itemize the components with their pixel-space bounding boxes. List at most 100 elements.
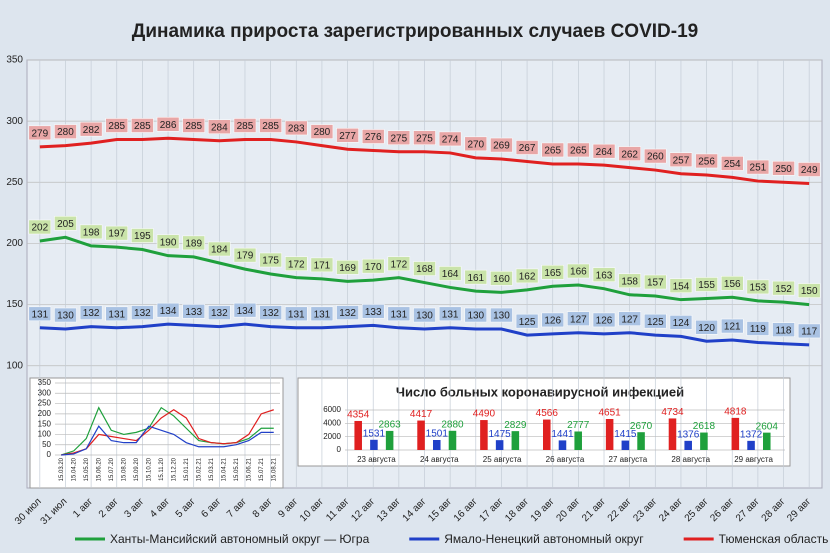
value-label-box — [490, 307, 513, 323]
value-label: 156 — [724, 279, 741, 290]
chart-title: Динамика прироста зарегистрированных слу… — [132, 21, 698, 42]
value-label-box — [79, 224, 103, 240]
value-label-box — [156, 302, 180, 318]
value-label: 202 — [31, 223, 48, 234]
value-label-box — [79, 305, 103, 320]
value-label: 282 — [83, 125, 100, 136]
value-label: 163 — [596, 270, 613, 281]
value-label: 267 — [519, 143, 536, 154]
value-label: 257 — [673, 155, 690, 166]
value-label: 132 — [134, 308, 151, 319]
value-label-box — [515, 268, 539, 284]
x-tick-label: 25 августа — [483, 455, 522, 464]
inset-line-panel — [29, 377, 284, 489]
y-tick-label: 100 — [38, 430, 52, 439]
series-line — [61, 409, 274, 456]
value-label-box — [259, 118, 282, 133]
value-label-box — [336, 305, 359, 320]
value-label-box — [618, 146, 641, 161]
value-label: 2618 — [693, 421, 716, 432]
value-label: 157 — [647, 278, 664, 289]
bar — [558, 440, 567, 450]
value-label: 265 — [570, 146, 587, 157]
value-label-box — [797, 283, 821, 298]
value-label: 280 — [314, 127, 331, 138]
value-label: 2863 — [379, 420, 402, 431]
value-label: 169 — [339, 263, 356, 274]
bar — [731, 417, 740, 450]
bar — [511, 431, 520, 450]
value-label-box — [592, 267, 616, 282]
value-label-box — [387, 306, 411, 322]
x-tick-label: 28 августа — [671, 455, 710, 464]
value-label-box — [746, 321, 770, 336]
value-label-box — [336, 260, 359, 275]
value-label: 4417 — [410, 409, 433, 420]
bar — [574, 431, 582, 450]
value-label-box — [695, 277, 718, 292]
value-label: 279 — [31, 128, 48, 139]
bar — [763, 432, 771, 450]
x-tick-label: 29 августа — [734, 455, 773, 464]
value-label: 265 — [544, 146, 561, 157]
value-label: 285 — [108, 121, 125, 132]
value-label: 1501 — [426, 429, 449, 440]
y-tick-label: 4000 — [323, 418, 341, 427]
value-label: 285 — [134, 121, 151, 132]
value-label: 171 — [314, 261, 331, 272]
y-tick-label: 0 — [337, 445, 342, 454]
value-label-box — [387, 256, 411, 271]
value-label-box — [438, 306, 462, 322]
value-label: 1415 — [614, 429, 637, 440]
x-tick-label: 26 августа — [546, 455, 585, 464]
value-label: 121 — [724, 322, 741, 333]
value-label: 119 — [750, 324, 766, 335]
value-label-box — [490, 271, 513, 286]
y-tick-label: 300 — [6, 116, 23, 127]
value-label-box — [182, 304, 205, 319]
x-tick-label: 15.04.20 — [71, 457, 77, 481]
value-label-box — [156, 234, 180, 249]
value-label-box — [54, 124, 77, 139]
value-label: 264 — [596, 147, 613, 158]
value-label: 286 — [160, 120, 177, 131]
value-label: 184 — [211, 245, 228, 256]
x-tick-label: 15.01.21 — [184, 457, 190, 481]
value-label: 166 — [570, 267, 587, 278]
value-label-box — [772, 322, 795, 337]
x-tick-label: 15.11.20 — [159, 457, 165, 481]
bar — [637, 432, 645, 450]
value-label: 154 — [673, 281, 690, 292]
value-label: 197 — [108, 229, 125, 240]
y-tick-label: 200 — [6, 238, 23, 249]
bar — [605, 418, 614, 450]
inset-title: Число больных коронавирусной инфекцией — [396, 384, 684, 399]
value-label-box — [797, 162, 821, 177]
y-tick-label: 0 — [47, 450, 52, 459]
value-label: 155 — [698, 280, 715, 291]
value-label-box — [541, 142, 564, 158]
value-label: 132 — [262, 308, 279, 319]
value-label-box — [438, 266, 462, 281]
value-label-box — [720, 318, 744, 334]
value-label-box — [208, 241, 231, 257]
value-label: 4490 — [473, 409, 496, 420]
value-label: 4734 — [661, 407, 684, 418]
y-tick-label: 150 — [38, 419, 52, 428]
bar — [668, 418, 677, 450]
value-label-box — [772, 161, 795, 176]
y-tick-label: 100 — [6, 360, 23, 371]
value-label-box — [182, 118, 205, 133]
x-tick-label: 15.06.20 — [96, 457, 102, 481]
value-label-box — [567, 263, 590, 279]
value-label-box — [772, 280, 795, 296]
bar — [417, 420, 425, 450]
value-label: 117 — [801, 327, 817, 338]
value-label: 168 — [416, 264, 433, 275]
series-line — [61, 425, 274, 456]
value-label: 285 — [237, 121, 254, 132]
value-label: 133 — [185, 307, 202, 318]
value-label-box — [285, 256, 308, 271]
value-label-box — [720, 275, 744, 291]
value-label: 131 — [442, 309, 459, 320]
